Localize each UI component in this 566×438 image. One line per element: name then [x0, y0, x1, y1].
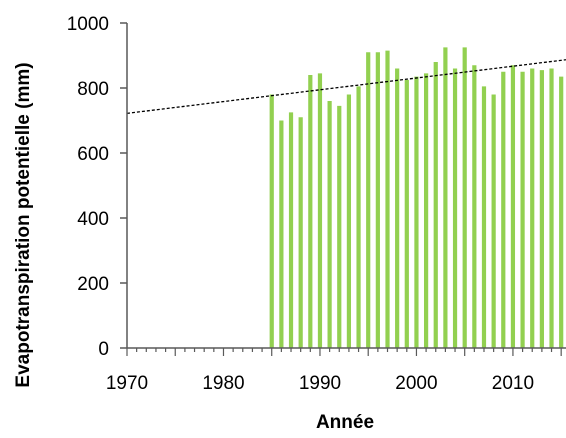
bar-1997 — [385, 50, 390, 348]
bar-1999 — [404, 79, 409, 348]
bar-2010 — [510, 65, 516, 348]
bar-1991 — [327, 101, 332, 348]
y-tick-label: 600 — [77, 144, 109, 165]
trendline — [126, 59, 566, 114]
bar-1985 — [269, 94, 274, 348]
bar-1986 — [279, 120, 284, 348]
x-tick-label: 2010 — [492, 373, 534, 394]
bar-2015 — [559, 76, 564, 348]
x-axis-title: Année — [316, 412, 374, 433]
bar-2000 — [414, 76, 419, 348]
y-tick-label: 800 — [77, 79, 109, 100]
bar-2009 — [501, 71, 506, 348]
bar-2004 — [452, 68, 458, 348]
bar-1989 — [308, 75, 313, 348]
x-tick-label: 2000 — [395, 373, 437, 394]
y-tick-label: 1000 — [67, 14, 109, 35]
y-tick-label: 400 — [77, 209, 109, 230]
bar-1998 — [395, 68, 400, 348]
bar-2011 — [520, 71, 525, 348]
bar-2002 — [433, 62, 438, 348]
bar-2008 — [491, 94, 496, 348]
bar-2012 — [530, 68, 535, 348]
y-tick-label: 200 — [77, 274, 109, 295]
bar-1995 — [366, 52, 371, 348]
bar-2007 — [481, 86, 487, 348]
bar-2005 — [462, 47, 467, 348]
bar-1987 — [288, 112, 294, 348]
bar-1993 — [346, 94, 352, 348]
x-ticks: 1970 1980 1990 2000 2010 — [106, 348, 562, 394]
bar-2006 — [472, 65, 477, 348]
bar-2013 — [539, 70, 544, 348]
bar-2001 — [423, 73, 429, 348]
x-tick-label: 1970 — [106, 373, 148, 394]
bars — [269, 47, 564, 348]
x-tick-label: 1990 — [299, 373, 341, 394]
x-tick-label: 1980 — [202, 373, 244, 394]
y-ticks: 0 200 400 600 800 1000 — [67, 14, 127, 360]
y-tick-label: 0 — [98, 339, 109, 360]
bar-2014 — [549, 68, 554, 348]
y-axis-title: Evapotranspiration potentielle (mm) — [13, 62, 34, 387]
bar-1996 — [375, 52, 380, 348]
bar-1988 — [298, 117, 303, 348]
bar-1990 — [317, 73, 323, 348]
bar-2003 — [443, 47, 448, 348]
bar-1992 — [337, 105, 342, 348]
bar-1994 — [356, 86, 361, 348]
